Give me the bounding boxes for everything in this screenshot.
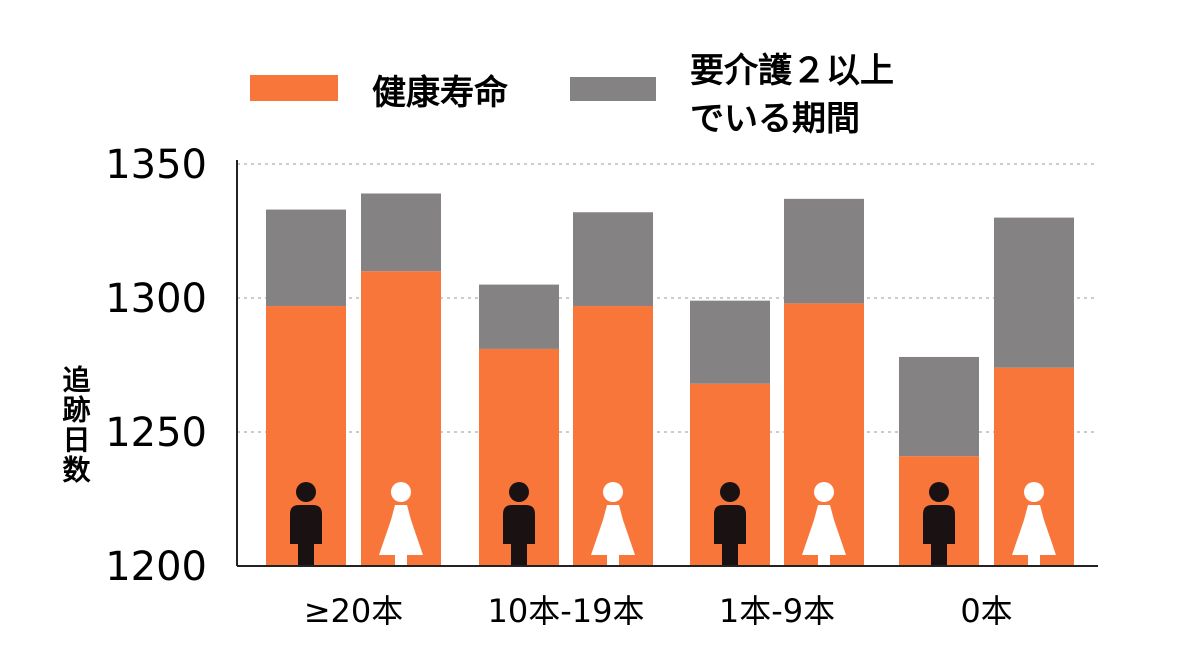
bar-care-segment <box>899 356 979 457</box>
bar-care-segment <box>994 217 1074 368</box>
male-person-icon <box>714 482 746 566</box>
female-person-icon <box>379 482 423 566</box>
y-tick-label: 1300 <box>105 276 207 322</box>
bar-care-segment <box>479 284 559 349</box>
bar-care-segment <box>690 300 770 384</box>
legend-swatch-healthy <box>250 75 338 101</box>
x-group-label: 1本-9本 <box>719 592 835 630</box>
male-person-icon <box>290 482 322 566</box>
legend-swatch-care <box>570 77 656 101</box>
female-person-icon <box>802 482 846 566</box>
male-person-icon <box>503 482 535 566</box>
bar-care-segment <box>784 198 864 304</box>
legend-label-care-line1: 要介護２以上 <box>690 51 894 91</box>
x-group-label: 0本 <box>960 592 1012 630</box>
legend-label-healthy: 健康寿命 <box>372 73 508 113</box>
y-tick-label: 1200 <box>105 544 207 590</box>
legend: 健康寿命 要介護２以上 でいる期間 <box>250 51 894 139</box>
y-tick-label: 1350 <box>105 142 207 188</box>
x-group-label: 10本-19本 <box>488 592 645 630</box>
bar-care-segment <box>266 209 346 307</box>
y-tick-label: 1250 <box>105 410 207 456</box>
x-group-label: ≥20本 <box>304 592 404 630</box>
bar-care-segment <box>573 212 653 307</box>
female-person-icon <box>1012 482 1056 566</box>
y-axis-label: 追跡日数 <box>59 365 92 485</box>
male-person-icon <box>923 482 955 566</box>
female-person-icon <box>591 482 635 566</box>
bar-care-segment <box>361 193 441 272</box>
legend-label-care-line2: でいる期間 <box>690 99 860 139</box>
